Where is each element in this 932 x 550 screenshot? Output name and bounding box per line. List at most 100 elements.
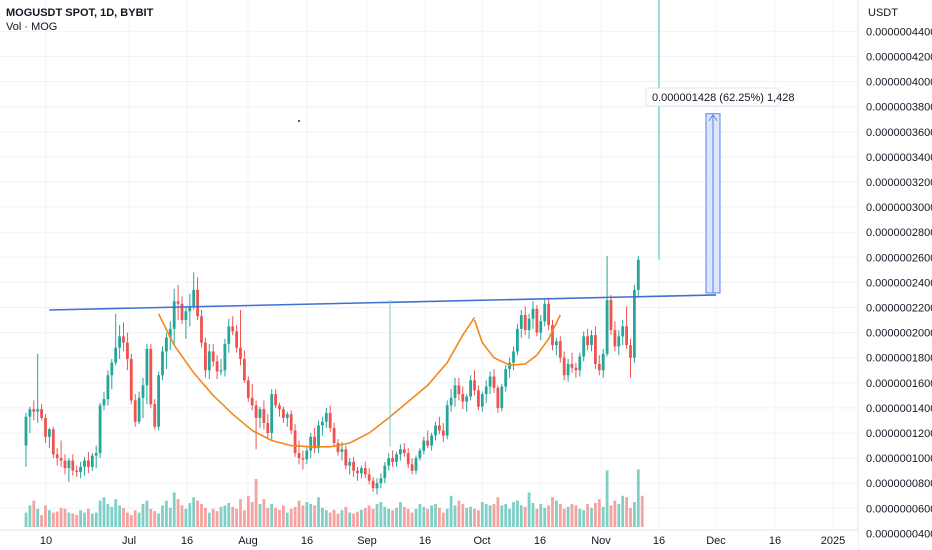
volume-bar <box>461 503 465 527</box>
price-tick-label: 0.0000000600 <box>866 503 932 515</box>
measure-label-text: 0.000001428 (62.25%) 1,428 <box>652 92 795 104</box>
candle-body <box>457 385 461 395</box>
candle-body <box>496 387 500 408</box>
candle-body <box>469 380 472 397</box>
volume-bar <box>168 507 172 527</box>
candle-body <box>301 458 305 460</box>
volume-bar <box>410 512 414 527</box>
candle-body <box>168 328 172 338</box>
volume-bar <box>67 512 71 527</box>
volume-bar <box>629 507 632 527</box>
candle-body <box>24 416 28 446</box>
volume-bar <box>270 503 274 527</box>
volume-bar <box>200 503 203 527</box>
volume-bar <box>328 512 332 527</box>
price-tick-label: 0.0000002800 <box>866 227 932 239</box>
candle-body <box>461 394 465 402</box>
volume-bar <box>484 503 488 527</box>
volume-bar <box>441 512 445 527</box>
candle-body <box>157 375 160 427</box>
time-axis[interactable]: 10 Jul 16 Aug 16 Sep 16 Oct 16 Nov 16 Dec 16 2025 <box>0 529 858 550</box>
candle-body <box>586 336 589 346</box>
measure-arrow-head <box>708 113 718 122</box>
volume-bar <box>348 512 352 527</box>
volume-bar <box>512 502 515 527</box>
time-axis-bg <box>0 530 858 550</box>
time-tick-label: Jul <box>122 535 136 547</box>
candle-body <box>543 303 547 322</box>
candle-body <box>352 461 355 471</box>
volume-bar <box>321 507 324 527</box>
candle-body <box>122 336 125 343</box>
candle-body <box>83 460 86 467</box>
volume-bar <box>570 503 574 527</box>
candle-body <box>55 454 59 459</box>
candle-body <box>328 412 332 428</box>
volume-bar <box>445 508 449 527</box>
price-axis[interactable]: 0.0000004400 0.0000004200 0.0000004000 0.00… <box>857 0 932 550</box>
volume-bar <box>418 503 422 527</box>
volume-legend[interactable]: Vol · MOG <box>6 21 58 33</box>
candle-body <box>48 429 51 437</box>
time-tick-label: Aug <box>238 535 258 547</box>
candles <box>24 256 640 495</box>
volume-bar <box>282 505 285 527</box>
candle-body <box>473 380 476 391</box>
price-tick-label: 0.0000004200 <box>866 52 932 64</box>
volume-bar <box>508 508 511 527</box>
volume-bar <box>496 497 500 527</box>
volume-bar <box>317 497 320 527</box>
candle-body <box>98 405 102 454</box>
volume-bar <box>254 479 258 527</box>
candle-body <box>274 394 277 406</box>
candle-body <box>297 453 301 459</box>
candle-body <box>32 409 36 412</box>
candle-body <box>465 396 469 402</box>
price-tick-label: 0.0000001400 <box>866 403 932 415</box>
volume-bar <box>274 507 277 527</box>
volume-bar <box>250 502 254 527</box>
volume-bar <box>196 500 199 527</box>
candle-body <box>438 425 441 431</box>
candle-body <box>418 450 422 459</box>
volume-bar <box>207 512 211 527</box>
candle-body <box>410 464 414 471</box>
price-tick-label: 0.0000003200 <box>866 177 932 189</box>
candle-body <box>211 351 215 362</box>
candle-body <box>153 404 157 427</box>
time-tick-label: 16 <box>301 535 313 547</box>
volume-bar <box>243 510 246 527</box>
volume-bar <box>324 510 328 527</box>
volume-bar <box>149 508 153 527</box>
volume-bar <box>609 505 613 527</box>
axis-unit[interactable]: USDT <box>868 7 898 19</box>
volume-bar <box>625 497 628 527</box>
volume-bar <box>258 503 262 527</box>
time-tick-label: Nov <box>591 535 611 547</box>
candle-body <box>262 409 266 423</box>
candle-body <box>270 394 274 433</box>
candle-body <box>90 455 94 467</box>
volume-bar <box>102 497 106 527</box>
candle-body <box>356 470 359 474</box>
symbol-title[interactable]: MOGUSDT SPOT, 1D, BYBIT <box>6 7 154 19</box>
volume-bar <box>44 505 47 527</box>
candle-body <box>531 308 535 319</box>
volume-bar <box>597 499 601 527</box>
volume-bar <box>90 513 94 527</box>
price-tick-label: 0.0000004400 <box>866 26 932 38</box>
candle-body <box>340 449 344 452</box>
candle-body <box>441 430 445 436</box>
volume-bar <box>558 503 562 527</box>
volume-bar <box>613 500 617 527</box>
volume-bar <box>469 506 472 527</box>
candle-body <box>383 465 387 479</box>
candle-body <box>71 460 75 471</box>
candle-body <box>484 386 488 395</box>
volume-bar <box>504 503 508 527</box>
time-tick-label: 16 <box>419 535 431 547</box>
volume-bar <box>402 506 406 527</box>
candle-body <box>391 458 394 462</box>
candle-body <box>578 356 582 371</box>
